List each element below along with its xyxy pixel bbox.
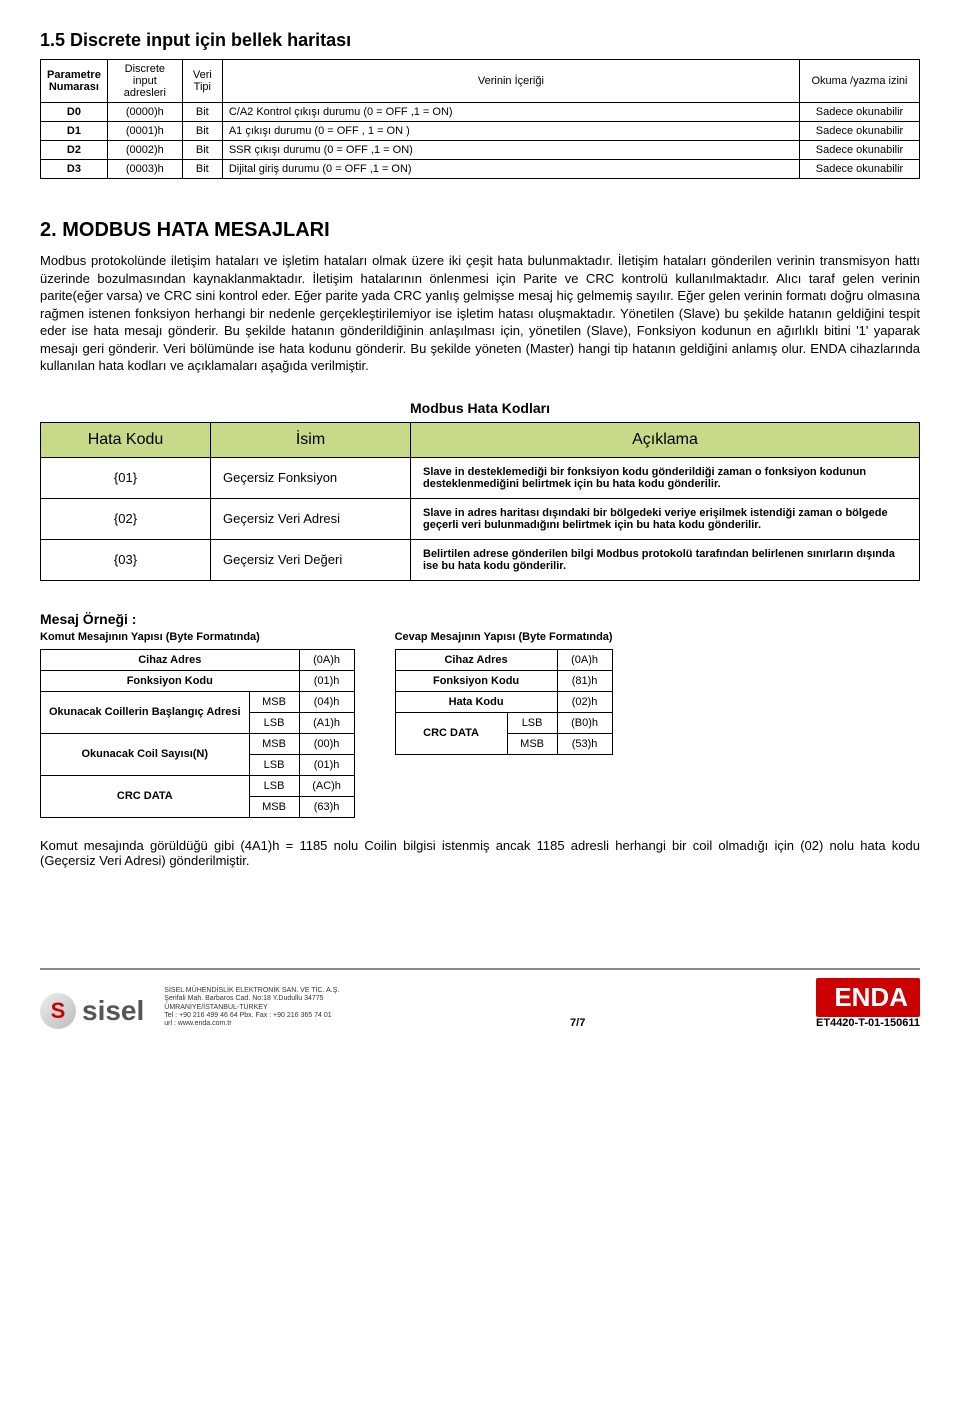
enda-logo: ENDA <box>816 978 920 1017</box>
s-badge-icon: S <box>40 993 76 1029</box>
table-row: CRC DATA <box>41 775 250 817</box>
table-row: Fonksiyon Kodu <box>395 670 557 691</box>
table-row: Cihaz Adres <box>41 649 300 670</box>
company-tel: Tel : +90 216 499 46 64 Pbx. Fax : +90 2… <box>164 1012 339 1020</box>
company-addr2: ÜMRANİYE/İSTANBUL-TURKEY <box>164 1004 339 1012</box>
table-row: {03} <box>41 539 211 580</box>
table-row: Hata Kodu <box>395 691 557 712</box>
table-row: Okunacak Coillerin Başlangıç Adresi <box>41 691 250 733</box>
company-addr1: Şerifali Mah. Barbaros Cad. No:18 Y.Dudu… <box>164 995 339 1003</box>
th-type: Veri Tipi <box>182 60 222 103</box>
memory-map-table: Parametre Numarası Discrete input adresl… <box>40 59 920 179</box>
msg-right-title: Cevap Mesajının Yapısı (Byte Formatında) <box>395 631 613 643</box>
msg-left-title: Komut Mesajının Yapısı (Byte Formatında) <box>40 631 355 643</box>
doc-code: ET4420-T-01-150611 <box>816 1017 920 1029</box>
company-name: SİSEL MÜHENDİSLİK ELEKTRONİK SAN. VE TİC… <box>164 987 339 995</box>
th-err-code: Hata Kodu <box>41 422 211 457</box>
company-url: url : www.enda.com.tr <box>164 1020 339 1028</box>
error-codes-table: Hata Kodu İsim Açıklama {01}Geçersiz Fon… <box>40 422 920 581</box>
table-row: D1 <box>41 122 108 141</box>
th-rw: Okuma /yazma izini <box>800 60 920 103</box>
table-row: Fonksiyon Kodu <box>41 670 300 691</box>
table-row: D3 <box>41 160 108 179</box>
table-row: Cihaz Adres <box>395 649 557 670</box>
table-row: Okunacak Coil Sayısı(N) <box>41 733 250 775</box>
section-2-body: Modbus protokolünde iletişim hataları ve… <box>40 252 920 375</box>
company-info: SİSEL MÜHENDİSLİK ELEKTRONİK SAN. VE TİC… <box>164 987 339 1029</box>
table-row: {01} <box>41 457 211 498</box>
table-row: CRC DATA <box>395 712 507 754</box>
final-note: Komut mesajında görüldüğü gibi (4A1)h = … <box>40 838 920 868</box>
th-content: Verinin İçeriği <box>222 60 799 103</box>
cmd-msg-table: Cihaz Adres(0A)hFonksiyon Kodu(01)hOkuna… <box>40 649 355 818</box>
th-param: Parametre Numarası <box>41 60 108 103</box>
table-row: D0 <box>41 103 108 122</box>
th-err-desc: Açıklama <box>411 422 920 457</box>
th-err-name: İsim <box>211 422 411 457</box>
table-row: D2 <box>41 141 108 160</box>
th-addr: Discrete input adresleri <box>107 60 182 103</box>
page-number: 7/7 <box>570 1017 585 1029</box>
err-table-caption: Modbus Hata Kodları <box>40 400 920 416</box>
resp-msg-table: Cihaz Adres(0A)hFonksiyon Kodu(81)hHata … <box>395 649 613 755</box>
section-1-5-title: 1.5 Discrete input için bellek haritası <box>40 30 920 51</box>
msg-example-title: Mesaj Örneği : <box>40 611 920 627</box>
sisel-logo: S sisel <box>40 993 144 1029</box>
page-footer: S sisel SİSEL MÜHENDİSLİK ELEKTRONİK SAN… <box>40 968 920 1029</box>
sisel-text: sisel <box>82 995 144 1027</box>
table-row: {02} <box>41 498 211 539</box>
section-2-title: 2. MODBUS HATA MESAJLARI <box>40 219 920 242</box>
